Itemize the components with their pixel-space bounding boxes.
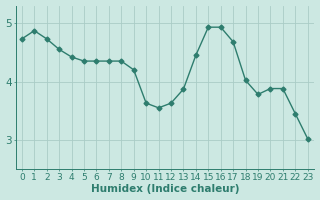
X-axis label: Humidex (Indice chaleur): Humidex (Indice chaleur) (91, 184, 239, 194)
